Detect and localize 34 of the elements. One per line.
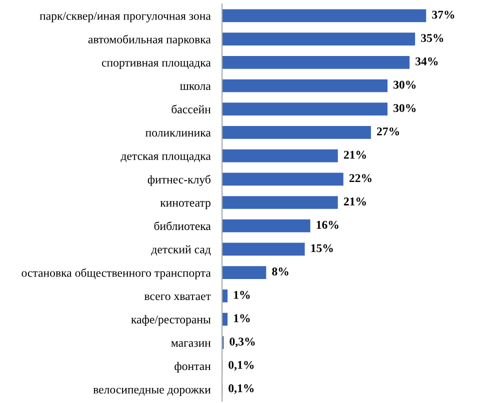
data-label: 0,1%	[228, 360, 254, 371]
y-tick-label: поликлиника	[145, 130, 211, 137]
data-label: 27%	[377, 127, 400, 136]
data-label: 35%	[421, 34, 444, 42]
y-tick-label: фитнес-клуб	[148, 174, 210, 186]
y-tick-label: велосипедные дорожки	[93, 388, 211, 396]
data-label: 21%	[344, 150, 366, 159]
y-tick-label: кафе/рестораны	[131, 315, 211, 326]
data-label: 0,3%	[230, 338, 255, 348]
y-tick-label: спортивная площадка	[102, 60, 211, 70]
data-label: 34%	[416, 57, 438, 66]
data-label: 16%	[316, 220, 338, 229]
data-label: 22%	[349, 174, 372, 182]
y-tick-label: школа	[180, 84, 211, 90]
y-tick-label: парк/сквер/иная прогулочная зона	[40, 12, 211, 22]
y-tick-label: кинотеатр	[160, 201, 210, 210]
y-tick-label: автомобильная парковка	[88, 34, 211, 46]
y-tick-label: детский сад	[151, 245, 211, 256]
y-tick-label: бассейн	[172, 104, 211, 114]
y-tick-label: библиотека	[154, 222, 211, 230]
y-tick-label: магазин	[171, 341, 211, 347]
data-label: 30%	[394, 80, 416, 89]
y-tick-label: всего хватает	[144, 294, 211, 300]
data-label: 0,1%	[228, 384, 254, 394]
y-tick-label: остановка общественного транспорта	[22, 268, 211, 280]
data-label: 8%	[272, 268, 288, 276]
data-label: 21%	[344, 197, 366, 206]
data-label: 37%	[432, 10, 454, 19]
data-label: 1%	[234, 290, 250, 299]
y-tick-label: фонтан	[174, 362, 211, 373]
data-label: 30%	[394, 104, 416, 112]
y-tick-label: детская площадка	[120, 154, 211, 162]
data-label: 1%	[234, 314, 250, 322]
data-label: 15%	[311, 244, 333, 252]
